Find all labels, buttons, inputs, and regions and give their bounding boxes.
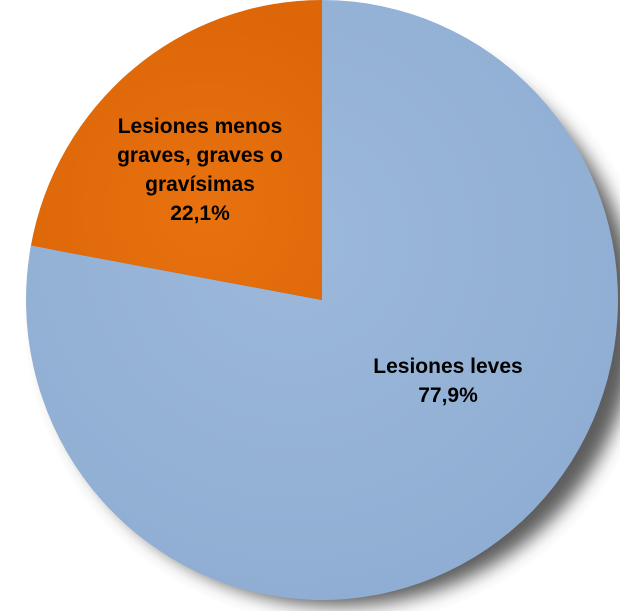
- pie-slice-lesiones-leves: [26, 0, 618, 600]
- slice-name-line-2: graves, graves o: [117, 144, 283, 167]
- slice-name-lesiones-leves: Lesiones leves: [373, 355, 523, 378]
- slice-value-lesiones-leves: 77,9%: [418, 384, 478, 407]
- pie-slices: [26, 0, 618, 600]
- slice-value-lesiones-graves: 22,1%: [170, 202, 230, 225]
- pie-slice-lesiones-graves: [30, 0, 323, 300]
- slice-label-lesiones-graves: Lesiones menos graves, graves o gravísim…: [70, 112, 330, 228]
- slice-name-line-1: Lesiones menos: [117, 115, 283, 138]
- slice-name-line-3: gravísimas: [145, 173, 255, 196]
- slice-label-lesiones-leves: Lesiones leves 77,9%: [318, 352, 578, 410]
